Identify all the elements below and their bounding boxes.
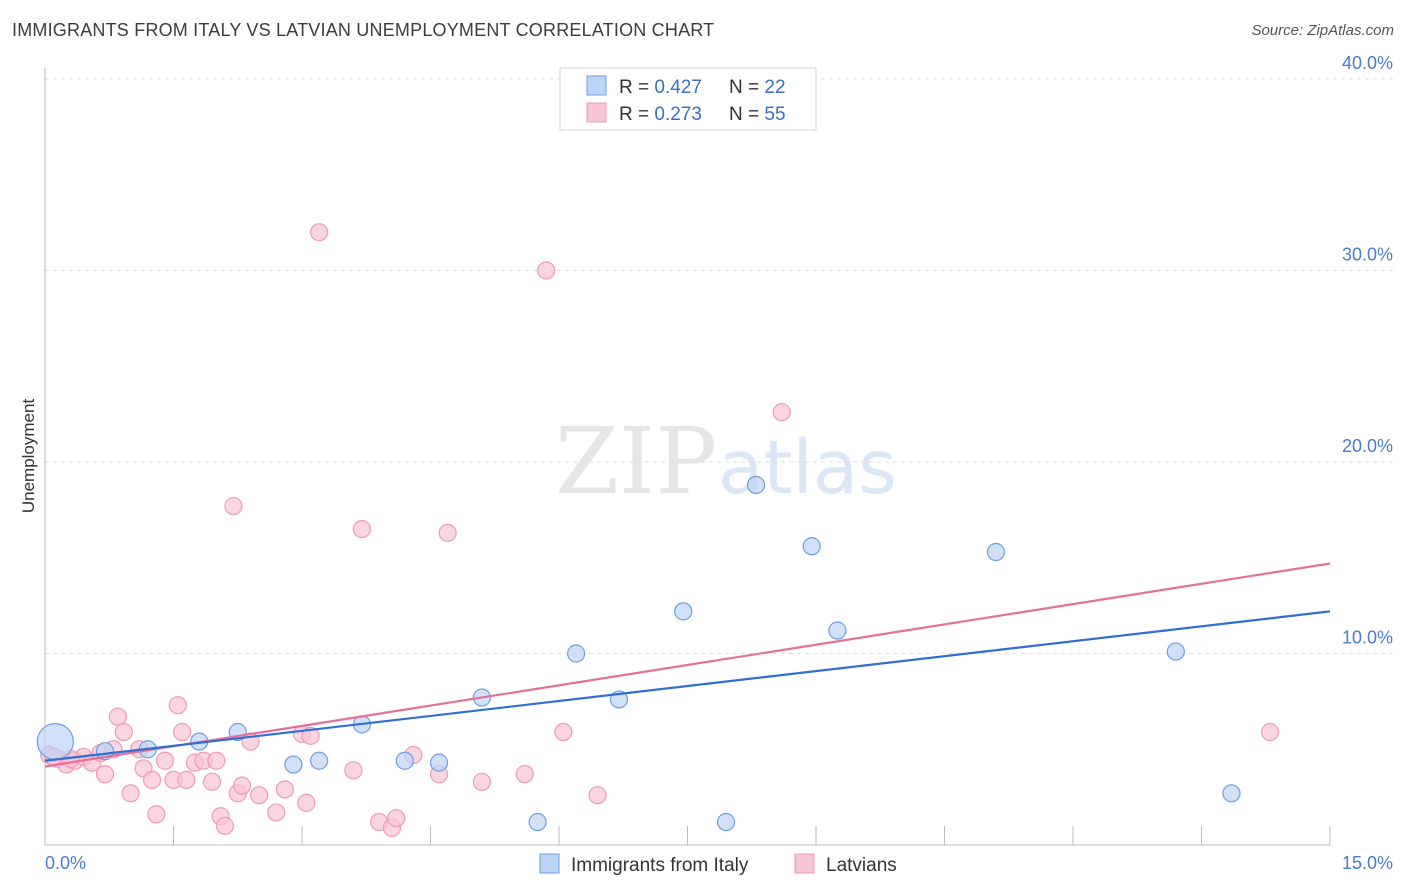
latvians-point bbox=[267, 803, 286, 822]
latvians-point bbox=[177, 770, 196, 789]
bottom-legend-label-pink: Latvians bbox=[826, 855, 897, 876]
watermark-zip: ZIP bbox=[555, 408, 717, 515]
latvians-point bbox=[168, 696, 187, 715]
y-tick-label: 20.0% bbox=[1342, 436, 1393, 456]
italy-point bbox=[528, 812, 547, 832]
x-tick-label-min: 0.0% bbox=[45, 853, 86, 873]
series-immigrants-italy bbox=[36, 475, 1241, 832]
latvians-point bbox=[121, 784, 140, 803]
y-tick-label: 30.0% bbox=[1342, 245, 1393, 265]
grid-lines bbox=[45, 78, 1395, 654]
svg-text:R = 0.427: R = 0.427 bbox=[619, 77, 702, 98]
latvians-point bbox=[1260, 722, 1280, 742]
bottom-legend-swatch-blue bbox=[539, 853, 560, 874]
latvians-point bbox=[202, 772, 222, 791]
latvians-point bbox=[344, 761, 363, 780]
latvians-point bbox=[250, 786, 269, 805]
italy-point bbox=[284, 755, 303, 774]
latvians-point bbox=[387, 809, 406, 828]
x-ticks bbox=[44, 826, 1331, 845]
legend-r-label-pink: R = bbox=[619, 104, 654, 125]
latvians-point bbox=[207, 751, 226, 770]
latvians-point bbox=[215, 816, 234, 835]
latvians-point bbox=[537, 261, 556, 280]
legend-n-label-blue: N = bbox=[729, 77, 764, 98]
x-tick-label-max: 15.0% bbox=[1342, 853, 1393, 873]
chart-title: IMMIGRANTS FROM ITALY VS LATVIAN UNEMPLO… bbox=[12, 20, 715, 40]
bottom-legend-swatch-pink bbox=[794, 853, 815, 874]
latvians-point bbox=[772, 403, 791, 422]
italy-point bbox=[395, 751, 414, 770]
series-latvians bbox=[40, 223, 1280, 837]
legend-n-value-pink: 55 bbox=[764, 104, 785, 125]
latvians-point bbox=[297, 793, 316, 812]
trend-lines bbox=[44, 562, 1331, 768]
latvians-point bbox=[172, 722, 192, 742]
italy-point bbox=[746, 475, 766, 495]
latvians-point bbox=[515, 765, 534, 784]
legend-n-label-pink: N = bbox=[729, 104, 764, 125]
latvians-point bbox=[438, 523, 457, 542]
latvians-point bbox=[352, 519, 372, 539]
italy-point bbox=[36, 722, 74, 761]
italy-point bbox=[674, 602, 693, 621]
italy-point bbox=[567, 644, 586, 663]
latvians-point bbox=[114, 722, 133, 742]
latvians-point bbox=[95, 765, 115, 784]
series-legend: Immigrants from Italy Latvians bbox=[539, 853, 897, 876]
legend-r-value-pink: 0.273 bbox=[654, 104, 702, 125]
latvians-point bbox=[108, 707, 127, 726]
watermark-atlas: atlas bbox=[718, 425, 897, 511]
latvians-point bbox=[588, 786, 607, 805]
legend-swatch-pink bbox=[586, 102, 607, 123]
legend-n-value-blue: 22 bbox=[764, 77, 785, 98]
italy-point bbox=[716, 812, 736, 832]
svg-text:N = 55: N = 55 bbox=[729, 104, 786, 125]
italy-point bbox=[986, 542, 1006, 562]
correlation-legend: R = 0.427 N = 22 R = 0.273 N = 55 bbox=[559, 67, 817, 131]
latvians-point bbox=[310, 223, 329, 242]
latvians-point bbox=[224, 496, 243, 516]
italy-point bbox=[1222, 784, 1241, 803]
bottom-legend-label-blue: Immigrants from Italy bbox=[571, 855, 749, 876]
italy-point bbox=[802, 537, 821, 556]
y-axis-label: Unemployment bbox=[19, 399, 38, 514]
latvians-point bbox=[147, 805, 166, 824]
latvians-point bbox=[472, 772, 491, 791]
legend-swatch-blue bbox=[586, 75, 607, 96]
italy-point bbox=[828, 621, 847, 640]
trend-line-latvians bbox=[44, 562, 1331, 768]
italy-point bbox=[310, 751, 329, 770]
latvians-point bbox=[142, 770, 162, 789]
latvians-point bbox=[275, 780, 294, 799]
y-tick-label: 10.0% bbox=[1342, 628, 1393, 648]
legend-r-value-blue: 0.427 bbox=[654, 77, 702, 98]
latvians-point bbox=[301, 726, 320, 745]
source-label: Source: ZipAtlas.com bbox=[1251, 22, 1394, 39]
latvians-point bbox=[155, 751, 175, 770]
y-tick-label: 40.0% bbox=[1342, 53, 1393, 73]
svg-text:N = 22: N = 22 bbox=[729, 77, 786, 98]
latvians-point bbox=[554, 722, 573, 742]
legend-r-label-blue: R = bbox=[619, 77, 654, 98]
italy-point bbox=[1166, 642, 1185, 661]
italy-point bbox=[429, 753, 449, 772]
svg-text:R = 0.273: R = 0.273 bbox=[619, 104, 702, 125]
latvians-point bbox=[232, 776, 252, 795]
trend-line-italy bbox=[44, 610, 1331, 762]
y-tick-labels: 10.0% 20.0% 30.0% 40.0% bbox=[1342, 53, 1393, 648]
